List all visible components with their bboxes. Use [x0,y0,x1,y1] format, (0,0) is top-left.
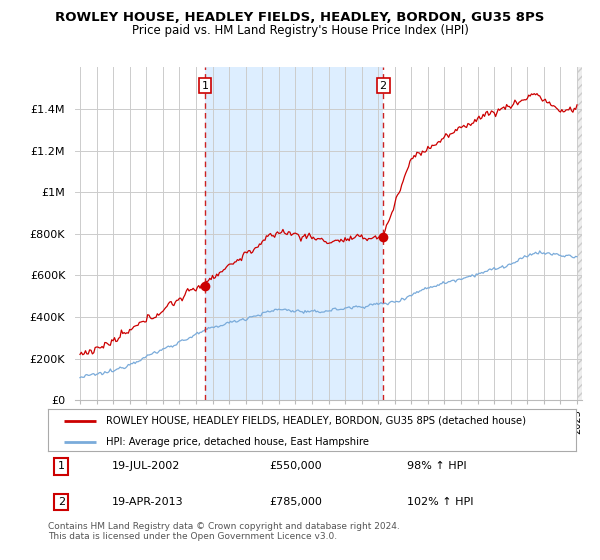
Text: Price paid vs. HM Land Registry's House Price Index (HPI): Price paid vs. HM Land Registry's House … [131,24,469,36]
Text: 98% ↑ HPI: 98% ↑ HPI [407,461,467,472]
Text: 2: 2 [58,497,65,507]
Text: ROWLEY HOUSE, HEADLEY FIELDS, HEADLEY, BORDON, GU35 8PS (detached house): ROWLEY HOUSE, HEADLEY FIELDS, HEADLEY, B… [106,416,526,426]
Text: 1: 1 [58,461,65,472]
Text: 19-JUL-2002: 19-JUL-2002 [112,461,180,472]
Text: ROWLEY HOUSE, HEADLEY FIELDS, HEADLEY, BORDON, GU35 8PS: ROWLEY HOUSE, HEADLEY FIELDS, HEADLEY, B… [55,11,545,24]
Text: 19-APR-2013: 19-APR-2013 [112,497,183,507]
Text: £550,000: £550,000 [270,461,322,472]
Text: Contains HM Land Registry data © Crown copyright and database right 2024.
This d: Contains HM Land Registry data © Crown c… [48,522,400,542]
Text: 102% ↑ HPI: 102% ↑ HPI [407,497,473,507]
Text: 1: 1 [202,81,209,91]
Bar [577,34,593,400]
Text: £785,000: £785,000 [270,497,323,507]
Bar [205,67,383,400]
Text: 2: 2 [380,81,387,91]
Text: HPI: Average price, detached house, East Hampshire: HPI: Average price, detached house, East… [106,437,369,446]
